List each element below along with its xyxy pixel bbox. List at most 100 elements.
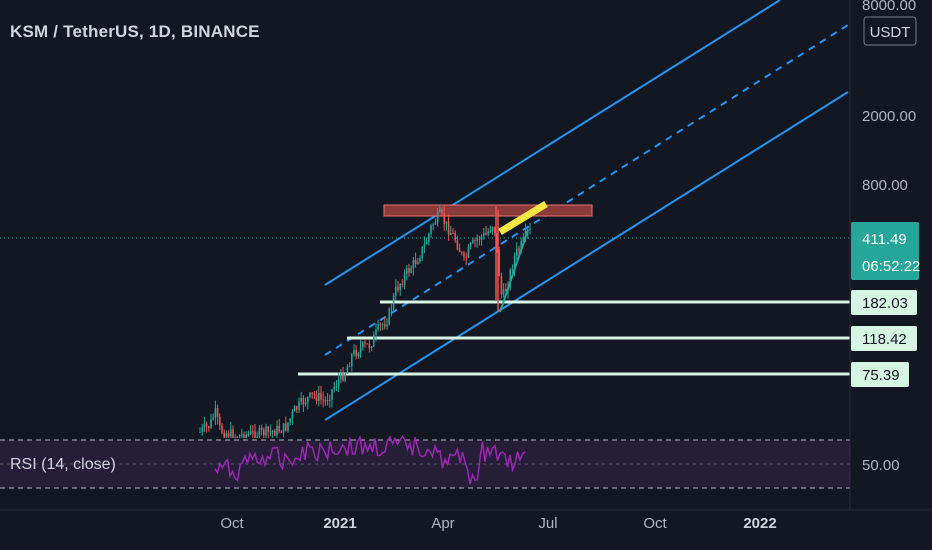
candle-body (529, 228, 531, 230)
candle-body (406, 268, 408, 274)
candle-body (516, 248, 518, 256)
candle-body (522, 237, 525, 242)
candle-body (520, 241, 522, 251)
candle-body (509, 270, 511, 288)
candle-body (296, 406, 298, 410)
candle-body (450, 233, 452, 235)
candle-body (485, 232, 487, 235)
candle-body (513, 255, 516, 270)
candle-body (256, 436, 258, 438)
candle-body (463, 252, 465, 257)
candle-body (298, 401, 300, 410)
candle-body (443, 213, 445, 224)
candle-body (370, 346, 373, 349)
candle-body (271, 430, 274, 432)
candle-body (441, 209, 443, 214)
candle-body (366, 343, 368, 345)
candle-body (379, 324, 382, 326)
candle-body (269, 431, 272, 433)
candle-body (216, 408, 219, 417)
time-label-2022: 2022 (743, 515, 776, 532)
candle-body (454, 233, 456, 241)
candle-body (247, 434, 250, 436)
candle-body (329, 399, 331, 402)
candle-body (505, 289, 507, 292)
price-axis-label-2000: 2000.00 (862, 108, 916, 125)
price-pane[interactable] (0, 0, 850, 439)
candle-body (340, 372, 342, 380)
candle-body (445, 221, 448, 224)
candle-body (511, 269, 514, 271)
candle-body (399, 284, 401, 291)
level-tag-118: 118.42 (862, 331, 907, 348)
candle-body (278, 425, 280, 432)
channel-upper-line[interactable] (324, 0, 781, 286)
candle-body (373, 334, 375, 347)
candle-body (241, 434, 243, 436)
candle-body (434, 222, 437, 225)
level-tag-182-box (851, 290, 917, 315)
green-trendline[interactable] (499, 229, 529, 313)
candle-body (447, 221, 450, 235)
candle-body (368, 343, 371, 349)
currency-badge-box[interactable] (863, 16, 917, 46)
candle-body (359, 346, 362, 354)
resistance-zone[interactable] (383, 204, 593, 217)
candle-body (401, 284, 404, 286)
symbol-title[interactable]: KSM / TetherUS, 1D, BINANCE (10, 22, 260, 41)
candle-body (353, 350, 355, 355)
candle-body (386, 324, 388, 327)
candle-body (439, 209, 441, 213)
candle-body (414, 259, 417, 265)
candle-body (276, 425, 278, 436)
candle-body (494, 227, 496, 234)
candle-body (304, 402, 307, 405)
candle-body (355, 350, 357, 357)
candle-body (234, 437, 236, 439)
candle-body (258, 427, 261, 437)
rsi-line (214, 435, 526, 485)
channel-middle-line[interactable] (324, 24, 849, 356)
candle-body (318, 393, 320, 401)
level-tag-182: 182.03 (862, 295, 908, 312)
candle-body (335, 386, 338, 388)
candle-body (417, 261, 419, 265)
candle-body (458, 249, 461, 253)
candle-body (230, 429, 232, 437)
candle-body (362, 342, 364, 347)
candle-body (403, 273, 406, 285)
time-axis[interactable]: Oct 2021 Apr Jul Oct 2022 (0, 509, 932, 532)
candle-body (467, 246, 470, 258)
candle-body (461, 252, 463, 254)
candle-body (309, 392, 311, 397)
candle-body (472, 239, 474, 243)
candle-body (384, 324, 386, 327)
price-axis-label-800: 800.00 (862, 177, 908, 194)
highlight-trendline[interactable] (498, 201, 548, 235)
candle-body (302, 397, 305, 405)
candle-body (293, 406, 296, 412)
candle-body (478, 238, 481, 240)
candle-body (377, 324, 379, 330)
candle-body (236, 437, 239, 439)
rsi-pane[interactable] (0, 435, 850, 489)
candle-body (474, 239, 476, 241)
candle-body (500, 276, 503, 295)
candle-body (489, 231, 492, 233)
channel-lower-line[interactable] (324, 91, 849, 421)
rsi-indicator-label[interactable]: RSI (14, close) (10, 456, 116, 473)
level-tag-118-box (851, 326, 917, 351)
price-axis[interactable]: 8000.00 2000.00 800.00 USDT 411.49 06:52… (849, 0, 920, 510)
candle-body (263, 429, 265, 436)
candle-body (491, 227, 494, 232)
candle-body (227, 433, 230, 437)
candle-body (212, 417, 214, 420)
candle-body (274, 430, 276, 436)
candle-body (300, 397, 302, 402)
candle-body (219, 416, 221, 426)
candle-body (487, 231, 489, 235)
candle-body (375, 329, 377, 335)
currency-badge[interactable]: USDT (870, 24, 911, 41)
candle-body (313, 394, 316, 396)
